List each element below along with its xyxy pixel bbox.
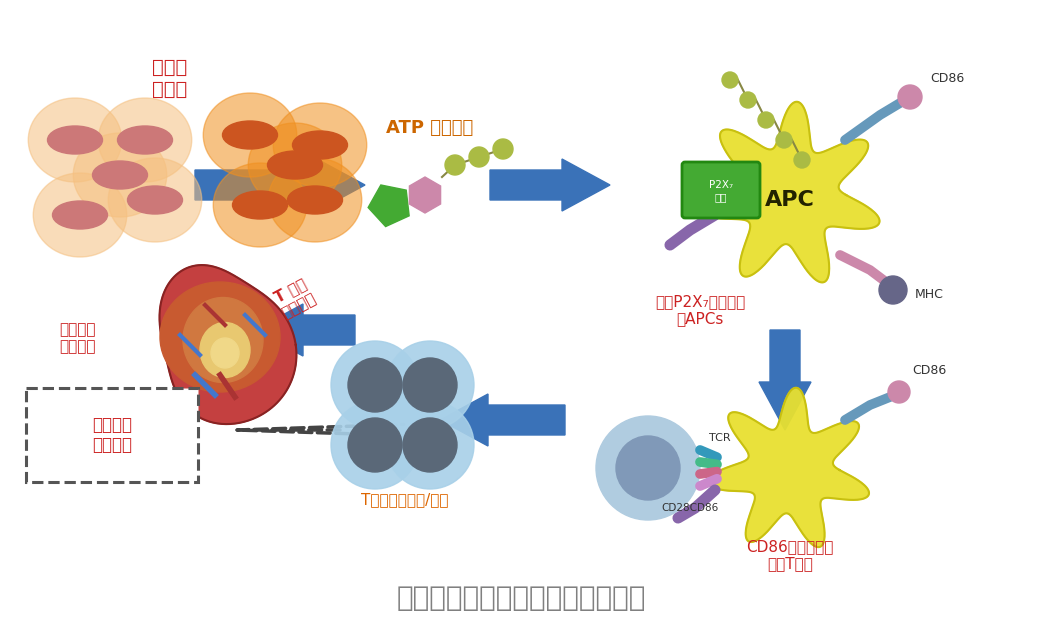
Circle shape <box>493 139 513 159</box>
Circle shape <box>386 401 474 489</box>
Text: 高血压相关炎症的启动通路和结果: 高血压相关炎症的启动通路和结果 <box>397 584 645 612</box>
Text: 通过P2X₇受体作用
于APCs: 通过P2X₇受体作用 于APCs <box>655 294 745 326</box>
Ellipse shape <box>160 282 280 392</box>
Ellipse shape <box>303 193 327 207</box>
Text: P2X₇
受体: P2X₇ 受体 <box>709 180 733 202</box>
Ellipse shape <box>237 128 262 142</box>
Text: CD28CD86: CD28CD86 <box>661 503 718 513</box>
FancyArrow shape <box>195 159 365 211</box>
Text: T细胞过度激活/增殖: T细胞过度激活/增殖 <box>361 493 449 508</box>
Ellipse shape <box>132 133 157 147</box>
Circle shape <box>794 152 810 168</box>
Text: T 细胞
浸润组织: T 细胞 浸润组织 <box>272 275 319 321</box>
Text: TCR: TCR <box>709 433 731 443</box>
Ellipse shape <box>268 151 323 179</box>
Ellipse shape <box>183 298 263 382</box>
Circle shape <box>348 418 402 472</box>
Text: 加剧组织
病理改变: 加剧组织 病理改变 <box>59 322 96 354</box>
Ellipse shape <box>248 198 273 212</box>
Polygon shape <box>697 102 880 282</box>
FancyBboxPatch shape <box>26 388 198 482</box>
Polygon shape <box>409 177 440 213</box>
Ellipse shape <box>293 131 348 159</box>
Text: APC: APC <box>765 190 815 210</box>
Ellipse shape <box>127 186 182 214</box>
Ellipse shape <box>273 103 366 187</box>
Ellipse shape <box>232 191 287 219</box>
Ellipse shape <box>248 123 341 207</box>
Text: MHC: MHC <box>915 289 944 301</box>
Circle shape <box>403 418 457 472</box>
Ellipse shape <box>93 161 148 189</box>
Circle shape <box>348 358 402 412</box>
FancyBboxPatch shape <box>682 162 760 218</box>
Ellipse shape <box>308 138 332 152</box>
Circle shape <box>616 436 680 500</box>
Circle shape <box>722 72 738 88</box>
Ellipse shape <box>282 158 307 172</box>
Text: 易患自身
免疫损伤: 易患自身 免疫损伤 <box>92 416 132 454</box>
Ellipse shape <box>287 186 342 214</box>
Text: CD86: CD86 <box>930 72 964 84</box>
Ellipse shape <box>223 121 278 149</box>
Circle shape <box>331 341 418 429</box>
Ellipse shape <box>203 93 297 177</box>
Ellipse shape <box>213 163 307 247</box>
Ellipse shape <box>118 126 173 154</box>
FancyArrow shape <box>440 394 565 446</box>
Text: CD86: CD86 <box>912 364 946 377</box>
Ellipse shape <box>68 208 93 222</box>
Circle shape <box>469 147 489 167</box>
Circle shape <box>596 416 700 520</box>
Circle shape <box>445 155 465 175</box>
Ellipse shape <box>108 158 202 242</box>
Polygon shape <box>708 387 869 547</box>
Ellipse shape <box>28 98 122 182</box>
Text: CD86表达上调并
刺激T细胞: CD86表达上调并 刺激T细胞 <box>746 539 834 571</box>
Circle shape <box>331 401 418 489</box>
Circle shape <box>888 381 910 403</box>
FancyArrow shape <box>490 159 610 211</box>
Circle shape <box>386 341 474 429</box>
Text: ATP 释放入血: ATP 释放入血 <box>386 119 474 137</box>
Circle shape <box>776 132 792 148</box>
FancyArrow shape <box>255 304 355 356</box>
Text: 红细胞
受激惹: 红细胞 受激惹 <box>152 57 187 99</box>
Ellipse shape <box>269 158 362 242</box>
Ellipse shape <box>48 126 102 154</box>
Ellipse shape <box>98 98 192 182</box>
Ellipse shape <box>143 193 168 207</box>
Ellipse shape <box>62 133 87 147</box>
Polygon shape <box>159 265 297 424</box>
Circle shape <box>898 85 922 109</box>
Ellipse shape <box>73 133 167 217</box>
Ellipse shape <box>211 338 239 368</box>
Circle shape <box>403 358 457 412</box>
Circle shape <box>740 92 756 108</box>
FancyArrow shape <box>759 330 811 430</box>
Ellipse shape <box>33 173 127 257</box>
Ellipse shape <box>52 201 107 229</box>
Ellipse shape <box>200 323 250 377</box>
Ellipse shape <box>107 168 132 182</box>
Circle shape <box>879 276 907 304</box>
Circle shape <box>758 112 775 128</box>
